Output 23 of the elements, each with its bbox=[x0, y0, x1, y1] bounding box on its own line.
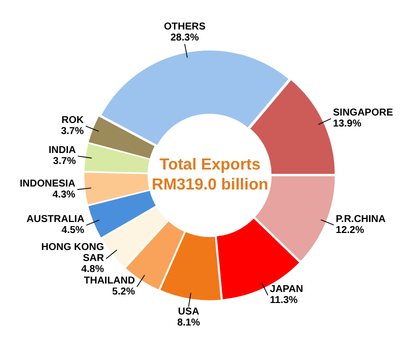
data-label: 4.3% bbox=[52, 189, 76, 200]
slice-label: INDONESIA bbox=[20, 178, 76, 190]
slice-label: JAPAN bbox=[270, 284, 304, 296]
slice-label: SINGAPORE bbox=[333, 107, 394, 118]
data-label: 8.1% bbox=[177, 318, 200, 329]
data-label: 4.8% bbox=[81, 264, 104, 275]
slice-label: OTHERS bbox=[164, 22, 206, 33]
slice-label: USA bbox=[178, 306, 200, 318]
slice-label: AUSTRALIA bbox=[26, 214, 84, 225]
data-label: 11.3% bbox=[270, 295, 298, 306]
data-label: 5.2% bbox=[112, 286, 136, 298]
data-label: 28.3% bbox=[170, 32, 199, 44]
data-label: 4.5% bbox=[62, 224, 84, 236]
slice-label: THAILAND bbox=[84, 276, 135, 287]
data-label: 3.7% bbox=[53, 156, 76, 167]
slice-label: HONG KONG SAR bbox=[41, 242, 105, 264]
data-label: 3.7% bbox=[60, 126, 84, 137]
slice-label: ROK bbox=[62, 114, 85, 126]
text: Total Exports RM319.0 billion bbox=[152, 156, 268, 194]
data-label: 12.2% bbox=[336, 224, 364, 236]
slice-label: P.R.CHINA bbox=[336, 214, 386, 225]
data-label: 13.9% bbox=[333, 118, 362, 130]
slice-label: INDIA bbox=[48, 144, 76, 156]
